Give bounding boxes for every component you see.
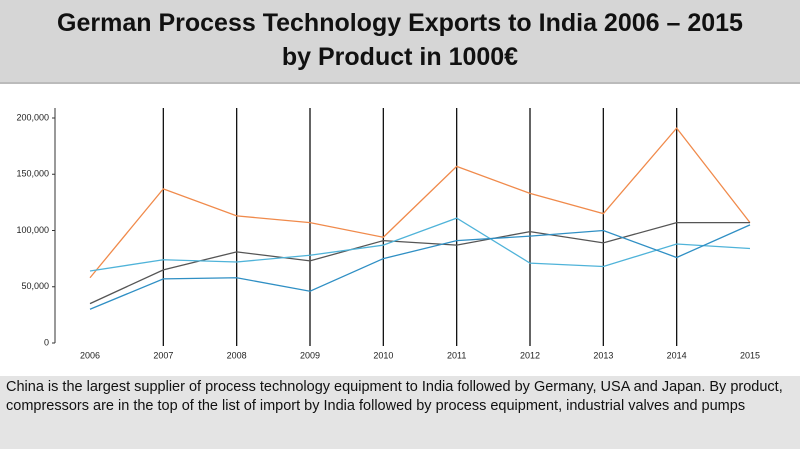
x-tick-label: 2012: [520, 350, 540, 360]
x-tick-label: 2015: [740, 350, 760, 360]
y-tick-label: 150,000: [16, 169, 49, 179]
caption: China is the largest supplier of process…: [6, 379, 783, 414]
header: German Process Technology Exports to Ind…: [0, 0, 800, 84]
x-tick-label: 2013: [593, 350, 613, 360]
x-tick-label: 2008: [227, 350, 247, 360]
x-tick-label: 2010: [373, 350, 393, 360]
y-tick-label: 100,000: [16, 225, 49, 235]
x-tick-label: 2014: [667, 350, 687, 360]
x-tick-label: 2006: [80, 350, 100, 360]
series-line: [89, 217, 751, 272]
series-line: [89, 127, 751, 279]
y-tick-label: 50,000: [21, 281, 49, 291]
y-tick-label: 200,000: [16, 112, 49, 122]
y-tick-label: 0: [44, 337, 49, 347]
plot-background: [0, 84, 800, 376]
x-tick-label: 2009: [300, 350, 320, 360]
chart-title: German Process Technology Exports to Ind…: [57, 9, 743, 37]
x-tick-label: 2011: [447, 350, 466, 360]
series-line: [89, 224, 751, 310]
x-tick-label: 2007: [153, 350, 173, 360]
chart-subtitle: by Product in 1000€: [281, 43, 519, 71]
chart: 0 50,000 100,000 150,000 200,000 2006 2007 2008…: [0, 84, 800, 376]
